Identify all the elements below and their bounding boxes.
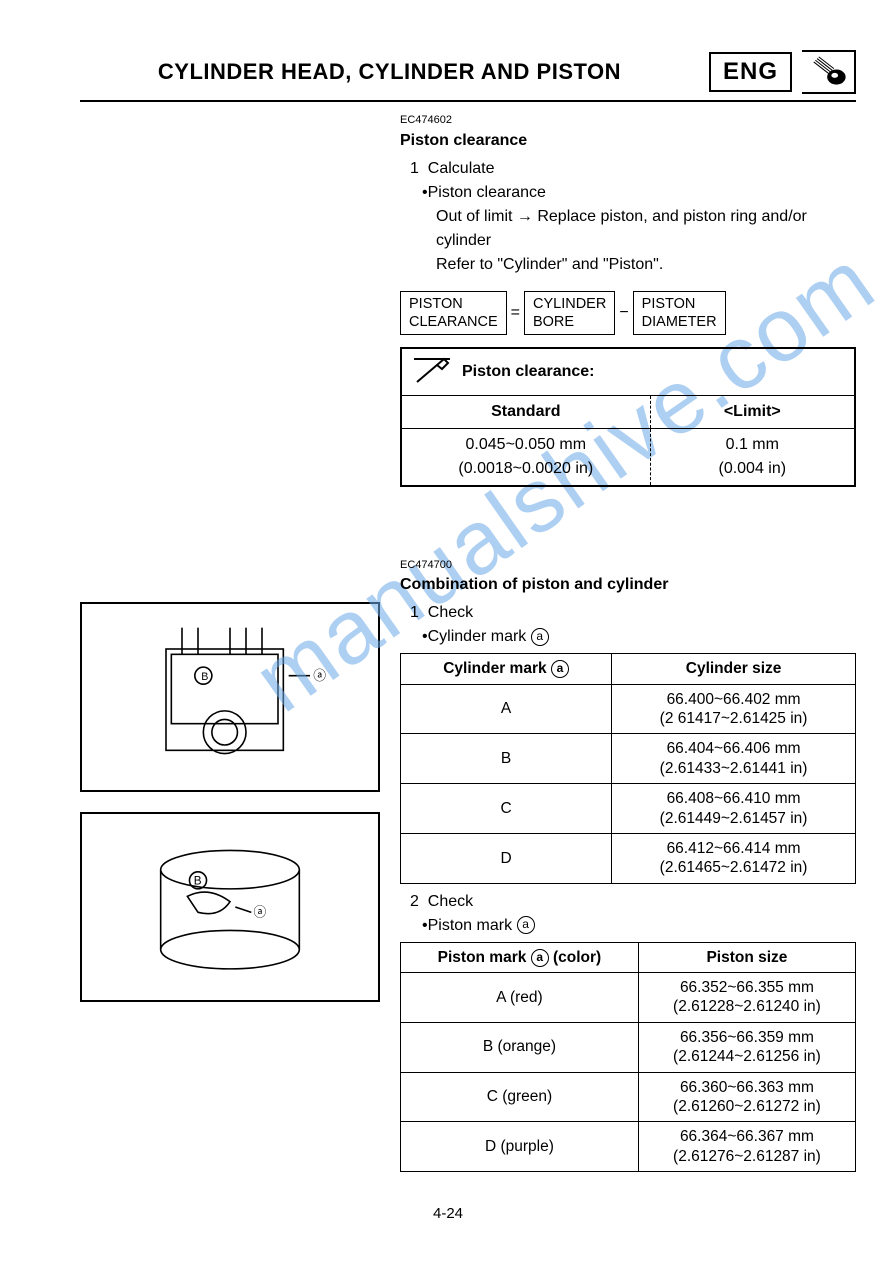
- clearance-spec-table: Piston clearance: Standard <Limit> 0.045…: [400, 347, 856, 487]
- spec-header-limit: <Limit>: [651, 396, 854, 428]
- cyl-table-header-mark: Cylinder mark a: [401, 654, 612, 684]
- spec-label: Piston clearance:: [462, 360, 595, 384]
- minus-sign: −: [619, 301, 628, 325]
- section-title-1: Piston clearance: [400, 129, 856, 153]
- bullet-1: •Piston clearance: [422, 181, 856, 205]
- table-row: B (orange)66.356~66.359 mm(2.61244~2.612…: [401, 1022, 856, 1072]
- step-1: 1 Calculate: [410, 157, 856, 181]
- formula-piston-clearance: PISTONCLEARANCE: [400, 291, 507, 335]
- section-code-1: EC474602: [400, 112, 856, 129]
- svg-text:ⓐ: ⓐ: [313, 668, 326, 683]
- engine-icon: [802, 50, 856, 94]
- table-row: D66.412~66.414 mm(2.61465~2.61472 in): [401, 833, 856, 883]
- table-row: C (green)66.360~66.363 mm(2.61260~2.6127…: [401, 1072, 856, 1122]
- pst-table-header-size: Piston size: [638, 942, 855, 972]
- bullet-cylinder-mark: •Cylinder mark a: [422, 625, 856, 649]
- bullet-piston-mark: •Piston mark a: [422, 914, 856, 938]
- pst-table-header-mark: Piston mark a (color): [401, 942, 639, 972]
- spec-header-standard: Standard: [402, 396, 651, 428]
- page-header: CYLINDER HEAD, CYLINDER AND PISTON ENG: [80, 50, 856, 102]
- svg-text:B: B: [194, 875, 202, 888]
- spec-limit-value: 0.1 mm(0.004 in): [651, 429, 854, 485]
- piston-mark-table: Piston mark a (color) Piston size A (red…: [400, 942, 856, 1172]
- step-2-1: 1 Check: [410, 601, 856, 625]
- section-tag: ENG: [709, 52, 792, 92]
- table-row: B66.404~66.406 mm(2.61433~2.61441 in): [401, 734, 856, 784]
- cyl-table-header-size: Cylinder size: [612, 654, 856, 684]
- clearance-formula: PISTONCLEARANCE = CYLINDERBORE − PISTOND…: [400, 291, 856, 335]
- section-code-2: EC474700: [400, 557, 856, 574]
- equals-sign: =: [511, 301, 520, 325]
- table-row: C66.408~66.410 mm(2.61449~2.61457 in): [401, 784, 856, 834]
- section-title-2: Combination of piston and cylinder: [400, 573, 856, 597]
- spec-standard-value: 0.045~0.050 mm(0.0018~0.0020 in): [402, 429, 651, 485]
- table-row: D (purple)66.364~66.367 mm(2.61276~2.612…: [401, 1122, 856, 1172]
- svg-text:B: B: [201, 671, 208, 683]
- formula-piston-diameter: PISTONDIAMETER: [633, 291, 726, 335]
- instruction-2: Refer to "Cylinder" and "Piston".: [436, 253, 856, 277]
- table-row: A (red)66.352~66.355 mm(2.61228~2.61240 …: [401, 973, 856, 1023]
- piston-diagram: B ⓐ: [80, 812, 380, 1002]
- wrench-icon: [412, 357, 452, 387]
- table-row: A66.400~66.402 mm(2 61417~2.61425 in): [401, 684, 856, 734]
- instruction-1: Out of limit → Replace piston, and pisto…: [436, 205, 856, 253]
- header-title: CYLINDER HEAD, CYLINDER AND PISTON: [80, 59, 699, 85]
- svg-text:ⓐ: ⓐ: [253, 905, 266, 920]
- cylinder-diagram: ⓐ B: [80, 602, 380, 792]
- formula-cylinder-bore: CYLINDERBORE: [524, 291, 615, 335]
- step-2-2: 2 Check: [410, 890, 856, 914]
- cylinder-mark-table: Cylinder mark a Cylinder size A66.400~66…: [400, 653, 856, 883]
- page-number: 4-24: [0, 1205, 896, 1222]
